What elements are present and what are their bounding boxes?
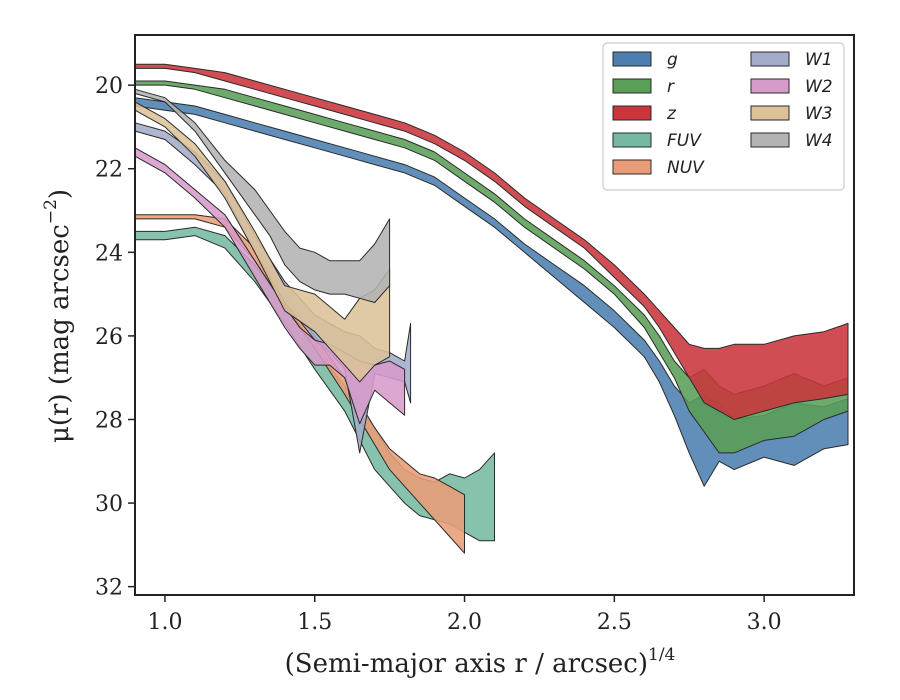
- band-z: [134, 63, 849, 420]
- legend-label-z: z: [666, 104, 677, 124]
- legend-label-fuv: FUV: [667, 131, 702, 151]
- legend-swatch-w1: [750, 51, 790, 67]
- y-tick-label: 32: [95, 576, 123, 601]
- y-tick-label: 24: [95, 241, 123, 266]
- legend-swatch-g: [612, 51, 652, 67]
- x-tick-label: 1.5: [297, 610, 332, 635]
- x-tick-label: 1.0: [147, 610, 182, 635]
- y-tick-label: 22: [95, 158, 123, 183]
- legend-swatch-fuv: [612, 132, 652, 148]
- y-tick-label: 20: [95, 74, 123, 99]
- plot-frame: [134, 34, 855, 596]
- x-tick-label: 2.0: [447, 610, 482, 635]
- legend-label-w3: W3: [805, 104, 833, 124]
- y-axis-title-exponent: −2: [41, 199, 61, 224]
- y-tick-label: 26: [95, 325, 123, 350]
- legend-swatch-z: [612, 105, 652, 121]
- band-w3: [134, 101, 391, 383]
- x-axis-title-exponent: 1/4: [648, 645, 675, 665]
- legend-label-nuv: NUV: [667, 158, 705, 178]
- x-axis-title-main: (Semi-major axis r / arcsec): [285, 649, 648, 679]
- band-g: [134, 97, 849, 487]
- legend-label-w4: W4: [805, 131, 833, 151]
- y-axis-title-main: μ(r) (mag arcsec: [45, 224, 75, 443]
- x-axis-title: (Semi-major axis r / arcsec)1/4: [285, 645, 676, 679]
- y-axis-title-close: ): [45, 189, 75, 199]
- y-tick-label: 28: [95, 408, 123, 433]
- y-axis-title: μ(r) (mag arcsec−2): [41, 189, 75, 443]
- x-tick-label: 3.0: [747, 610, 782, 635]
- legend-label-r: r: [667, 77, 675, 97]
- series-layer: [134, 63, 849, 554]
- band-r: [134, 80, 849, 454]
- legend-swatch-w4: [750, 132, 790, 148]
- legend-swatch-r: [612, 78, 652, 94]
- legend-swatch-nuv: [612, 159, 652, 175]
- legend-swatch-w3: [750, 105, 790, 121]
- x-axis-ticks: 1.0 1.5 2.0 2.5 3.0: [147, 595, 782, 635]
- x-tick-label: 2.5: [597, 610, 632, 635]
- y-axis-ticks: 20 22 24 26 28 30 32: [95, 74, 135, 601]
- legend-label-g: g: [667, 50, 678, 70]
- legend-swatch-w2: [750, 78, 790, 94]
- band-w4: [134, 88, 391, 303]
- y-tick-label: 30: [95, 492, 123, 517]
- legend: grz FUV NUV W1 W2 W3 W4: [602, 42, 845, 191]
- legend-label-w2: W2: [805, 77, 833, 97]
- legend-label-w1: W1: [805, 50, 833, 70]
